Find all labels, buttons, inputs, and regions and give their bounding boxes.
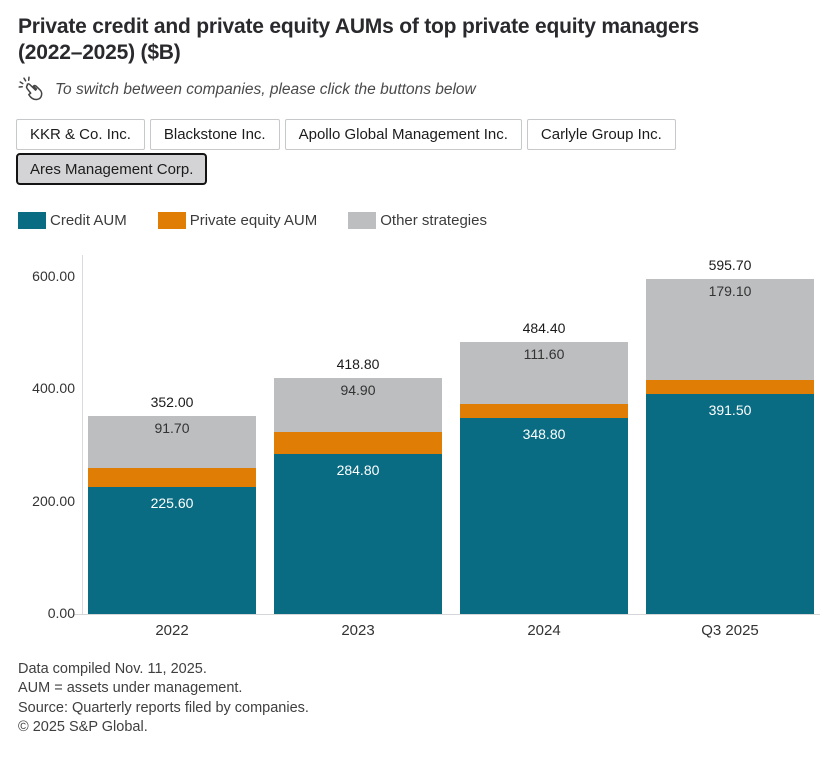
x-axis-label-2024: 2024 <box>527 622 561 640</box>
bar-value-label-other-strategies-q3-2025: 179.10 <box>708 282 752 299</box>
bar-value-label-credit-aum-2024: 348.80 <box>522 425 566 442</box>
legend-label: Private equity AUM <box>189 212 318 230</box>
company-button-blackstone-inc[interactable]: Blackstone Inc. <box>149 119 280 151</box>
click-hand-icon <box>18 76 46 104</box>
legend-swatch-private-equity-aum <box>157 212 186 230</box>
footer: Data compiled Nov. 11, 2025. AUM = asset… <box>18 660 808 738</box>
bar-segment-other-strategies-2023 <box>274 378 442 432</box>
bar-segment-other-strategies-q3-2025 <box>646 278 814 380</box>
company-button-ares-management-corp[interactable]: Ares Management Corp. <box>16 153 208 186</box>
bar-segment-credit-aum-2024 <box>460 417 628 615</box>
x-axis-label-q3-2025: Q3 2025 <box>701 622 759 640</box>
legend-swatch-other-strategies <box>348 212 377 230</box>
instruction-note-text: To switch between companies, please clic… <box>55 81 476 99</box>
bar-total-label-2024: 484.40 <box>522 319 566 336</box>
footer-line-compiled: Data compiled Nov. 11, 2025. <box>18 661 207 678</box>
legend-item-private-equity-aum: Private equity AUM <box>157 212 318 230</box>
legend-label: Credit AUM <box>50 212 127 230</box>
bar-segment-credit-aum-q3-2025 <box>646 393 814 615</box>
legend-label: Other strategies <box>380 212 487 230</box>
y-axis-tick-400.00: 400.00 <box>32 380 75 397</box>
bar-segment-other-strategies-2024 <box>460 341 628 405</box>
chart-legend: Credit AUM Private equity AUM Other stra… <box>18 212 808 230</box>
company-button-carlyle-group-inc[interactable]: Carlyle Group Inc. <box>526 119 676 151</box>
bar-segment-private-equity-aum-q3-2025 <box>646 379 814 394</box>
bar-value-label-credit-aum-2023: 284.80 <box>336 461 380 478</box>
bar-total-label-q3-2025: 595.70 <box>708 256 752 273</box>
instruction-note: To switch between companies, please clic… <box>18 76 808 104</box>
bar-value-label-other-strategies-2022: 91.70 <box>154 420 190 437</box>
bar-segment-credit-aum-2023 <box>274 453 442 615</box>
company-button-kkr-co-inc[interactable]: KKR & Co. Inc. <box>16 119 145 151</box>
x-axis-line <box>74 614 820 616</box>
footer-line-source: Source: Quarterly reports filed by compa… <box>18 699 309 716</box>
bar-segment-credit-aum-2022 <box>88 487 256 615</box>
bar-segment-private-equity-aum-2024 <box>460 404 628 418</box>
bar-value-label-credit-aum-q3-2025: 391.50 <box>708 401 752 418</box>
page-title: Private credit and private equity AUMs o… <box>18 15 699 65</box>
bar-value-label-credit-aum-2022: 225.60 <box>150 495 194 512</box>
page: Private credit and private equity AUMs o… <box>16 15 820 738</box>
bar-segment-other-strategies-2022 <box>88 416 256 468</box>
legend-item-credit-aum: Credit AUM <box>18 212 127 230</box>
legend-swatch-credit-aum <box>18 212 46 230</box>
y-axis-line <box>82 255 83 615</box>
legend-item-other-strategies: Other strategies <box>348 212 487 230</box>
y-axis-tick-200.00: 200.00 <box>32 492 75 509</box>
bar-value-label-other-strategies-2024: 111.60 <box>523 345 565 362</box>
bar-total-label-2023: 418.80 <box>336 356 380 373</box>
bar-segment-private-equity-aum-2022 <box>88 467 256 488</box>
bar-segment-private-equity-aum-2023 <box>274 431 442 454</box>
footer-line-aum-definition: AUM = assets under management. <box>18 680 243 697</box>
chart: 600.00 400.00 200.00 0.00 225.60 91.70 352.00 2… <box>16 255 820 647</box>
bar-total-label-2022: 352.00 <box>150 394 194 411</box>
y-axis-tick-0.00: 0.00 <box>47 605 75 622</box>
x-axis-label-2022: 2022 <box>155 622 189 640</box>
y-axis-tick-600.00: 600.00 <box>32 267 75 284</box>
company-button-apollo-global-management-inc[interactable]: Apollo Global Management Inc. <box>284 119 522 151</box>
x-axis-label-2023: 2023 <box>341 622 375 640</box>
bar-value-label-other-strategies-2023: 94.90 <box>340 382 376 399</box>
footer-line-copyright: © 2025 S&P Global. <box>18 719 148 736</box>
company-buttons: KKR & Co. Inc. Blackstone Inc. Apollo Glob… <box>16 119 808 186</box>
